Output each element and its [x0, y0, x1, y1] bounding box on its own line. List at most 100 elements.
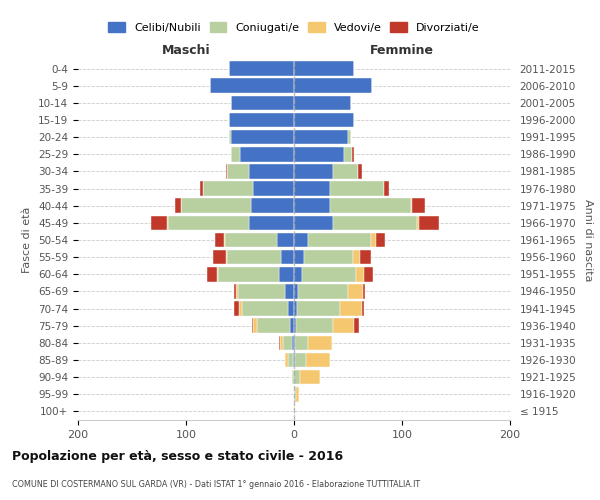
Bar	[376, 232, 385, 248]
Bar	[232, 96, 294, 110]
Bar	[294, 284, 298, 298]
Bar	[294, 370, 301, 384]
Text: COMUNE DI COSTERMANO SUL GARDA (VR) - Dati ISTAT 1° gennaio 2016 - Elaborazione : COMUNE DI COSTERMANO SUL GARDA (VR) - Da…	[12, 480, 420, 489]
Bar	[340, 302, 362, 316]
Bar	[356, 267, 364, 281]
Bar	[329, 198, 410, 213]
Bar	[294, 232, 308, 248]
Bar	[286, 352, 287, 368]
Y-axis label: Anni di nascita: Anni di nascita	[583, 198, 593, 281]
Bar	[360, 250, 371, 264]
Bar	[294, 182, 329, 196]
Bar	[292, 336, 294, 350]
Bar	[217, 267, 218, 281]
Bar	[229, 130, 232, 144]
Bar	[233, 284, 236, 298]
Bar	[294, 216, 333, 230]
Bar	[294, 387, 296, 402]
Bar	[240, 147, 294, 162]
Bar	[348, 130, 351, 144]
Bar	[419, 216, 439, 230]
Bar	[200, 182, 203, 196]
Bar	[279, 267, 294, 281]
Bar	[294, 198, 329, 213]
Bar	[232, 147, 240, 162]
Bar	[295, 336, 308, 350]
Text: Femmine: Femmine	[370, 44, 434, 57]
Bar	[167, 216, 248, 230]
Bar	[308, 336, 332, 350]
Bar	[294, 96, 351, 110]
Bar	[358, 164, 362, 178]
Bar	[287, 302, 294, 316]
Bar	[287, 352, 293, 368]
Bar	[294, 336, 295, 350]
Bar	[333, 318, 355, 333]
Bar	[298, 284, 348, 298]
Bar	[362, 302, 364, 316]
Bar	[333, 164, 358, 178]
Bar	[294, 404, 295, 418]
Bar	[251, 198, 294, 213]
Bar	[226, 250, 227, 264]
Bar	[206, 267, 217, 281]
Bar	[215, 232, 224, 248]
Bar	[286, 284, 294, 298]
Bar	[294, 164, 333, 178]
Bar	[296, 318, 333, 333]
Bar	[239, 302, 242, 316]
Bar	[281, 250, 294, 264]
Bar	[306, 352, 329, 368]
Bar	[410, 198, 412, 213]
Bar	[344, 147, 352, 162]
Bar	[277, 232, 294, 248]
Bar	[294, 267, 302, 281]
Bar	[238, 284, 286, 298]
Bar	[213, 250, 226, 264]
Bar	[363, 284, 365, 298]
Bar	[227, 164, 248, 178]
Bar	[371, 232, 376, 248]
Bar	[364, 267, 373, 281]
Y-axis label: Fasce di età: Fasce di età	[22, 207, 32, 273]
Bar	[151, 216, 167, 230]
Bar	[295, 352, 306, 368]
Bar	[283, 336, 292, 350]
Bar	[352, 147, 355, 162]
Bar	[225, 232, 277, 248]
Text: Maschi: Maschi	[161, 44, 211, 57]
Bar	[236, 284, 238, 298]
Bar	[227, 250, 281, 264]
Bar	[226, 164, 227, 178]
Bar	[355, 318, 359, 333]
Bar	[242, 302, 287, 316]
Bar	[294, 302, 297, 316]
Bar	[304, 250, 353, 264]
Bar	[417, 216, 419, 230]
Bar	[308, 232, 371, 248]
Bar	[292, 370, 294, 384]
Bar	[248, 164, 294, 178]
Bar	[293, 352, 294, 368]
Bar	[252, 318, 253, 333]
Bar	[253, 318, 257, 333]
Bar	[294, 62, 355, 76]
Bar	[294, 318, 296, 333]
Bar	[296, 387, 299, 402]
Bar	[203, 182, 253, 196]
Bar	[224, 232, 225, 248]
Bar	[279, 336, 280, 350]
Bar	[333, 216, 417, 230]
Bar	[229, 112, 294, 128]
Bar	[233, 302, 239, 316]
Bar	[280, 336, 283, 350]
Bar	[353, 250, 360, 264]
Bar	[253, 182, 294, 196]
Bar	[181, 198, 251, 213]
Legend: Celibi/Nubili, Coniugati/e, Vedovi/e, Divorziati/e: Celibi/Nubili, Coniugati/e, Vedovi/e, Di…	[109, 22, 479, 33]
Bar	[290, 318, 294, 333]
Bar	[294, 78, 372, 93]
Bar	[302, 267, 356, 281]
Bar	[218, 267, 279, 281]
Bar	[301, 370, 320, 384]
